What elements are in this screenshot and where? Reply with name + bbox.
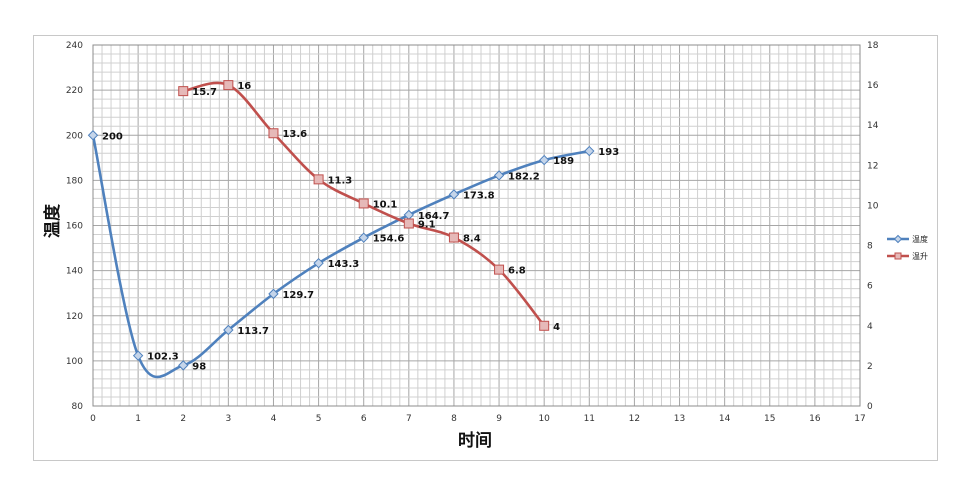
data-label: 6.8 <box>508 266 526 277</box>
data-point <box>448 232 459 243</box>
plot-border <box>92 44 861 407</box>
data-label: 193 <box>598 147 619 158</box>
y-tick-label: 240 <box>66 41 83 51</box>
x-tick-label: 1 <box>135 414 141 424</box>
data-label: 164.7 <box>418 211 450 222</box>
data-label: 8.4 <box>463 234 481 245</box>
data-label: 200 <box>102 131 123 142</box>
x-axis-title: 时间 <box>458 430 492 451</box>
y2-tick-label: 18 <box>867 41 879 51</box>
data-point <box>539 320 550 331</box>
data-label: 10.1 <box>373 199 398 210</box>
data-label: 16 <box>237 81 251 92</box>
data-point <box>223 324 234 336</box>
y-tick-label: 140 <box>66 267 83 277</box>
data-point <box>178 86 189 97</box>
data-label: 9.1 <box>418 219 436 230</box>
data-point <box>358 232 369 243</box>
data-point <box>313 174 324 185</box>
x-tick-label: 15 <box>764 414 775 424</box>
axes: 0 1 2 3 4 5 6 7 8 9 10 11 12 13 14 15 16 1780100120140160… <box>66 41 879 424</box>
data-label: 11.3 <box>328 175 353 186</box>
data-point <box>132 350 144 361</box>
x-tick-label: 12 <box>629 414 640 424</box>
x-tick-label: 11 <box>584 414 595 424</box>
x-tick-label: 5 <box>316 414 322 424</box>
data-label: 4 <box>553 322 560 333</box>
x-tick-label: 2 <box>180 414 186 424</box>
data-point <box>494 264 505 275</box>
data-point <box>313 257 324 269</box>
y2-tick-label: 12 <box>867 161 878 171</box>
series <box>87 80 595 379</box>
data-label: 173.8 <box>463 190 495 201</box>
y2-tick-label: 14 <box>867 121 879 131</box>
data-point <box>403 218 414 229</box>
x-tick-label: 13 <box>674 414 685 424</box>
y-tick-label: 200 <box>66 131 83 141</box>
data-label: 113.7 <box>237 326 269 337</box>
y-tick-label: 100 <box>66 357 83 367</box>
data-point <box>178 360 189 371</box>
data-label: 15.7 <box>192 87 217 98</box>
data-label: 102.3 <box>147 352 179 363</box>
x-tick-label: 4 <box>271 414 277 424</box>
y-tick-label: 120 <box>66 312 83 322</box>
x-tick-label: 17 <box>854 414 865 424</box>
legend-label: 温升 <box>912 252 928 261</box>
legend-swatch-marker <box>894 252 902 260</box>
data-point <box>448 189 460 200</box>
y-tick-label: 180 <box>66 176 83 186</box>
data-label: 189 <box>553 156 574 167</box>
data-label: 182.2 <box>508 171 540 182</box>
legend-swatch-marker <box>893 234 903 244</box>
x-tick-label: 6 <box>361 414 367 424</box>
data-point <box>268 128 279 139</box>
x-tick-label: 10 <box>538 414 550 424</box>
y2-tick-label: 0 <box>867 402 873 412</box>
x-tick-label: 0 <box>90 414 96 424</box>
y2-tick-label: 6 <box>867 282 873 292</box>
x-tick-label: 16 <box>809 414 821 424</box>
y-tick-label: 220 <box>66 86 83 96</box>
data-point <box>358 198 369 209</box>
data-labels: 200 102.3 98 113.7 129.7 143.3 154.6 164.7 173.8… <box>102 81 619 372</box>
data-label: 154.6 <box>373 234 405 245</box>
y2-tick-label: 8 <box>867 242 873 252</box>
x-tick-label: 14 <box>719 414 731 424</box>
y2-tick-label: 10 <box>867 201 879 211</box>
data-point <box>584 145 595 157</box>
data-label: 143.3 <box>328 259 360 270</box>
x-tick-label: 8 <box>451 414 457 424</box>
legend-label: 温度 <box>912 234 928 244</box>
data-point <box>493 170 505 181</box>
grid <box>92 44 861 407</box>
y2-tick-label: 4 <box>867 322 873 332</box>
data-label: 129.7 <box>282 290 314 301</box>
x-tick-label: 7 <box>406 414 412 424</box>
data-point <box>268 288 279 300</box>
y2-tick-label: 2 <box>867 362 873 372</box>
y2-tick-label: 16 <box>867 81 879 91</box>
data-point <box>223 80 234 91</box>
data-point <box>87 130 99 141</box>
y-tick-label: 80 <box>72 402 84 412</box>
y-tick-label: 160 <box>66 222 83 232</box>
data-label: 13.6 <box>282 129 307 140</box>
data-label: 98 <box>192 361 206 372</box>
x-tick-label: 3 <box>225 414 231 424</box>
data-point <box>538 154 550 166</box>
x-tick-label: 9 <box>496 414 502 424</box>
y-axis-title: 温度 <box>42 203 63 238</box>
